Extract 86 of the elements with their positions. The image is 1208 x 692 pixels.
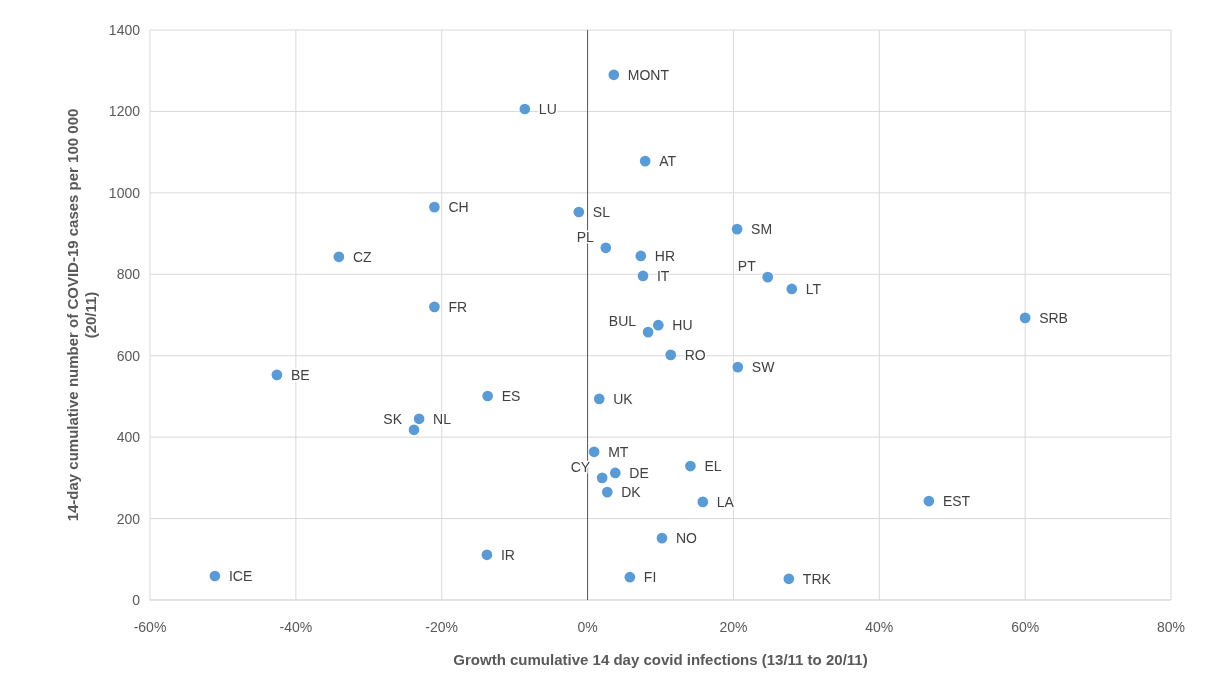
point [600,242,612,254]
point [413,413,425,425]
annotation: SW [751,359,776,376]
annotation: DK [621,484,642,501]
annotation: FR [448,298,468,315]
annotation: EL [704,458,722,475]
x-tick-label: 20% [719,619,748,635]
point [609,467,621,479]
point [656,532,668,544]
annotation: LA [716,493,735,510]
point [923,495,935,507]
point [429,201,440,213]
annotation: BUL [608,313,637,330]
point [209,570,221,582]
x-tick-label: -60% [133,619,167,635]
annotation: CH [448,199,469,216]
annotation: SL [592,203,611,220]
x-tick-label: 60% [1011,619,1040,635]
annotation: RO [684,346,706,363]
y-tick-label: 600 [116,347,141,364]
point [635,250,647,262]
annotation: AT [659,153,677,170]
point [593,393,605,405]
point [762,271,774,283]
point [697,496,709,508]
annotation: BE [290,366,310,383]
point [652,319,664,331]
point [482,390,494,402]
x-axis-title: Growth cumulative 14 day covid infections (13/11 to 20/11) [453,651,868,668]
annotation: NL [433,410,452,427]
annotation: IR [500,546,515,563]
y-axis-title: 14-day cumulative number of COVID-19 cases per 100 000 (20/11) [64,108,99,522]
point [588,446,600,458]
annotation: TRK [802,570,832,587]
point [608,69,620,81]
point [732,361,744,373]
y-tick-label: 800 [116,266,141,283]
annotation: ES [501,388,521,405]
point [685,460,696,472]
point [408,424,420,436]
annotation: MONT [627,66,670,83]
annotation: UK [613,390,634,407]
annotation: SM [751,221,773,238]
point [1019,312,1031,324]
y-tick-label: 200 [116,510,141,527]
y-tick-label: 400 [116,429,141,446]
point [429,301,440,313]
point [624,571,636,583]
annotation: HU [672,317,693,334]
annotation: IT [657,267,670,284]
y-tick-label: 1400 [108,22,141,38]
annotation: FI [643,569,657,586]
annotation: PT [737,258,757,275]
x-tick-label: 0% [577,619,598,635]
annotation: ICE [228,567,253,584]
annotation: MT [608,443,629,460]
point [665,349,677,361]
point [639,155,651,167]
annotation: EST [942,493,971,510]
y-tick-label: 1200 [108,103,141,120]
annotation: LU [538,100,557,117]
x-tick-label: 80% [1156,619,1186,635]
y-tick-label: 0 [132,592,141,608]
point [783,573,795,585]
point [731,223,743,235]
x-tick-label: 40% [865,619,894,635]
point [519,103,531,115]
point [601,486,613,498]
point [333,251,345,263]
point [596,472,608,484]
x-tick-label: -40% [279,619,313,635]
point [786,283,798,295]
point [637,270,649,282]
annotation: LT [805,280,822,297]
annotation: CZ [352,248,372,265]
annotation: SRB [1039,309,1068,326]
point [642,326,654,338]
point [481,549,493,561]
annotation: NO [675,530,698,547]
x-tick-label: -20% [425,619,459,635]
annotation: HR [654,247,676,264]
y-tick-label: 1000 [108,184,141,201]
annotation: SK [383,410,403,427]
annotation: DE [629,464,649,481]
point [573,206,585,218]
point [271,369,283,381]
